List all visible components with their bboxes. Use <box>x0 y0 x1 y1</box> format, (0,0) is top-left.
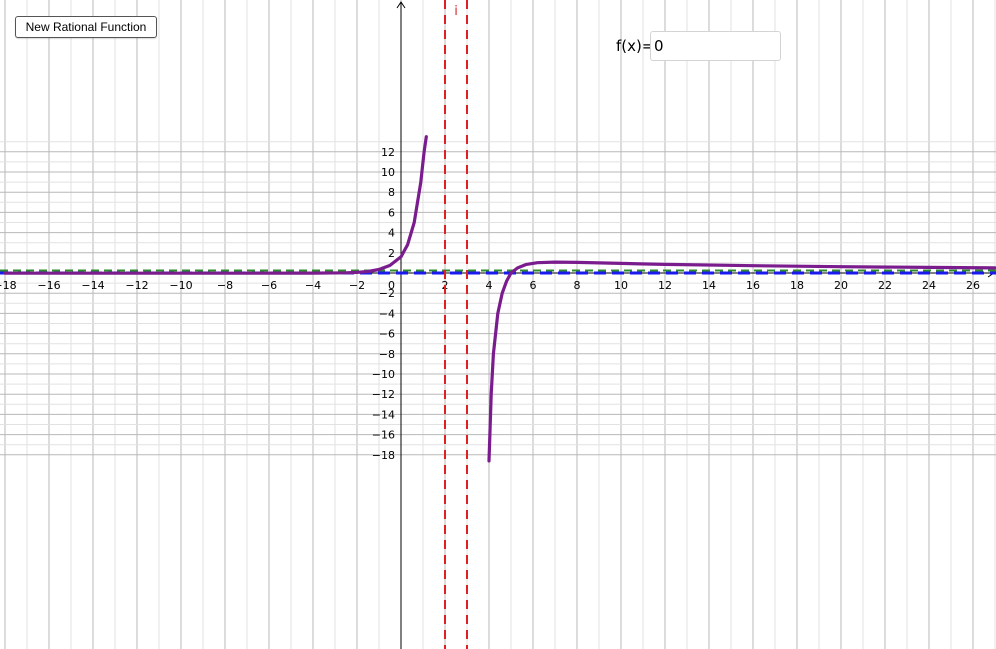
x-tick-label: 16 <box>746 279 760 292</box>
y-tick-label: −10 <box>372 368 395 381</box>
y-tick-label: −4 <box>379 307 395 320</box>
x-tick-label: −12 <box>125 279 148 292</box>
function-input[interactable] <box>650 31 781 61</box>
y-tick-label: 8 <box>388 186 395 199</box>
y-tick-label: −12 <box>372 388 395 401</box>
y-tick-label: −2 <box>379 287 395 300</box>
origin-label: 0 <box>388 279 395 292</box>
y-axis-arrow <box>396 1 406 9</box>
tick-labels: −18−16−14−12−10−8−6−4−224681012141618202… <box>0 146 980 462</box>
y-tick-label: −16 <box>372 429 395 442</box>
y-tick-label: 12 <box>381 146 395 159</box>
x-tick-label: −2 <box>349 279 365 292</box>
x-tick-label: −18 <box>0 279 17 292</box>
x-tick-label: −6 <box>261 279 277 292</box>
x-tick-label: 10 <box>614 279 628 292</box>
x-tick-label: −14 <box>81 279 104 292</box>
x-tick-label: 24 <box>922 279 936 292</box>
asymptote-label: i <box>454 4 458 19</box>
x-tick-label: 8 <box>574 279 581 292</box>
x-tick-label: −16 <box>37 279 60 292</box>
function-curve[interactable] <box>3 135 996 463</box>
x-tick-label: 4 <box>486 279 493 292</box>
x-tick-label: 6 <box>530 279 537 292</box>
curve-left-branch[interactable] <box>3 135 428 275</box>
curve-right-branch[interactable] <box>487 260 996 463</box>
x-tick-label: 18 <box>790 279 804 292</box>
x-tick-label: 20 <box>834 279 848 292</box>
x-tick-label: −10 <box>169 279 192 292</box>
x-tick-label: 12 <box>658 279 672 292</box>
y-tick-label: 2 <box>388 247 395 260</box>
x-tick-label: −8 <box>217 279 233 292</box>
y-tick-label: −14 <box>372 408 395 421</box>
x-tick-label: 26 <box>966 279 980 292</box>
new-rational-function-button[interactable]: New Rational Function <box>15 16 157 38</box>
y-tick-label: −6 <box>379 328 395 341</box>
y-tick-label: −18 <box>372 449 395 462</box>
y-tick-label: −8 <box>379 348 395 361</box>
x-tick-label: 14 <box>702 279 716 292</box>
y-tick-label: 6 <box>388 206 395 219</box>
y-tick-label: 10 <box>381 166 395 179</box>
x-tick-label: −4 <box>305 279 321 292</box>
y-tick-label: 4 <box>388 227 395 240</box>
function-input-label: f(x)= <box>616 37 655 55</box>
x-tick-label: 22 <box>878 279 892 292</box>
